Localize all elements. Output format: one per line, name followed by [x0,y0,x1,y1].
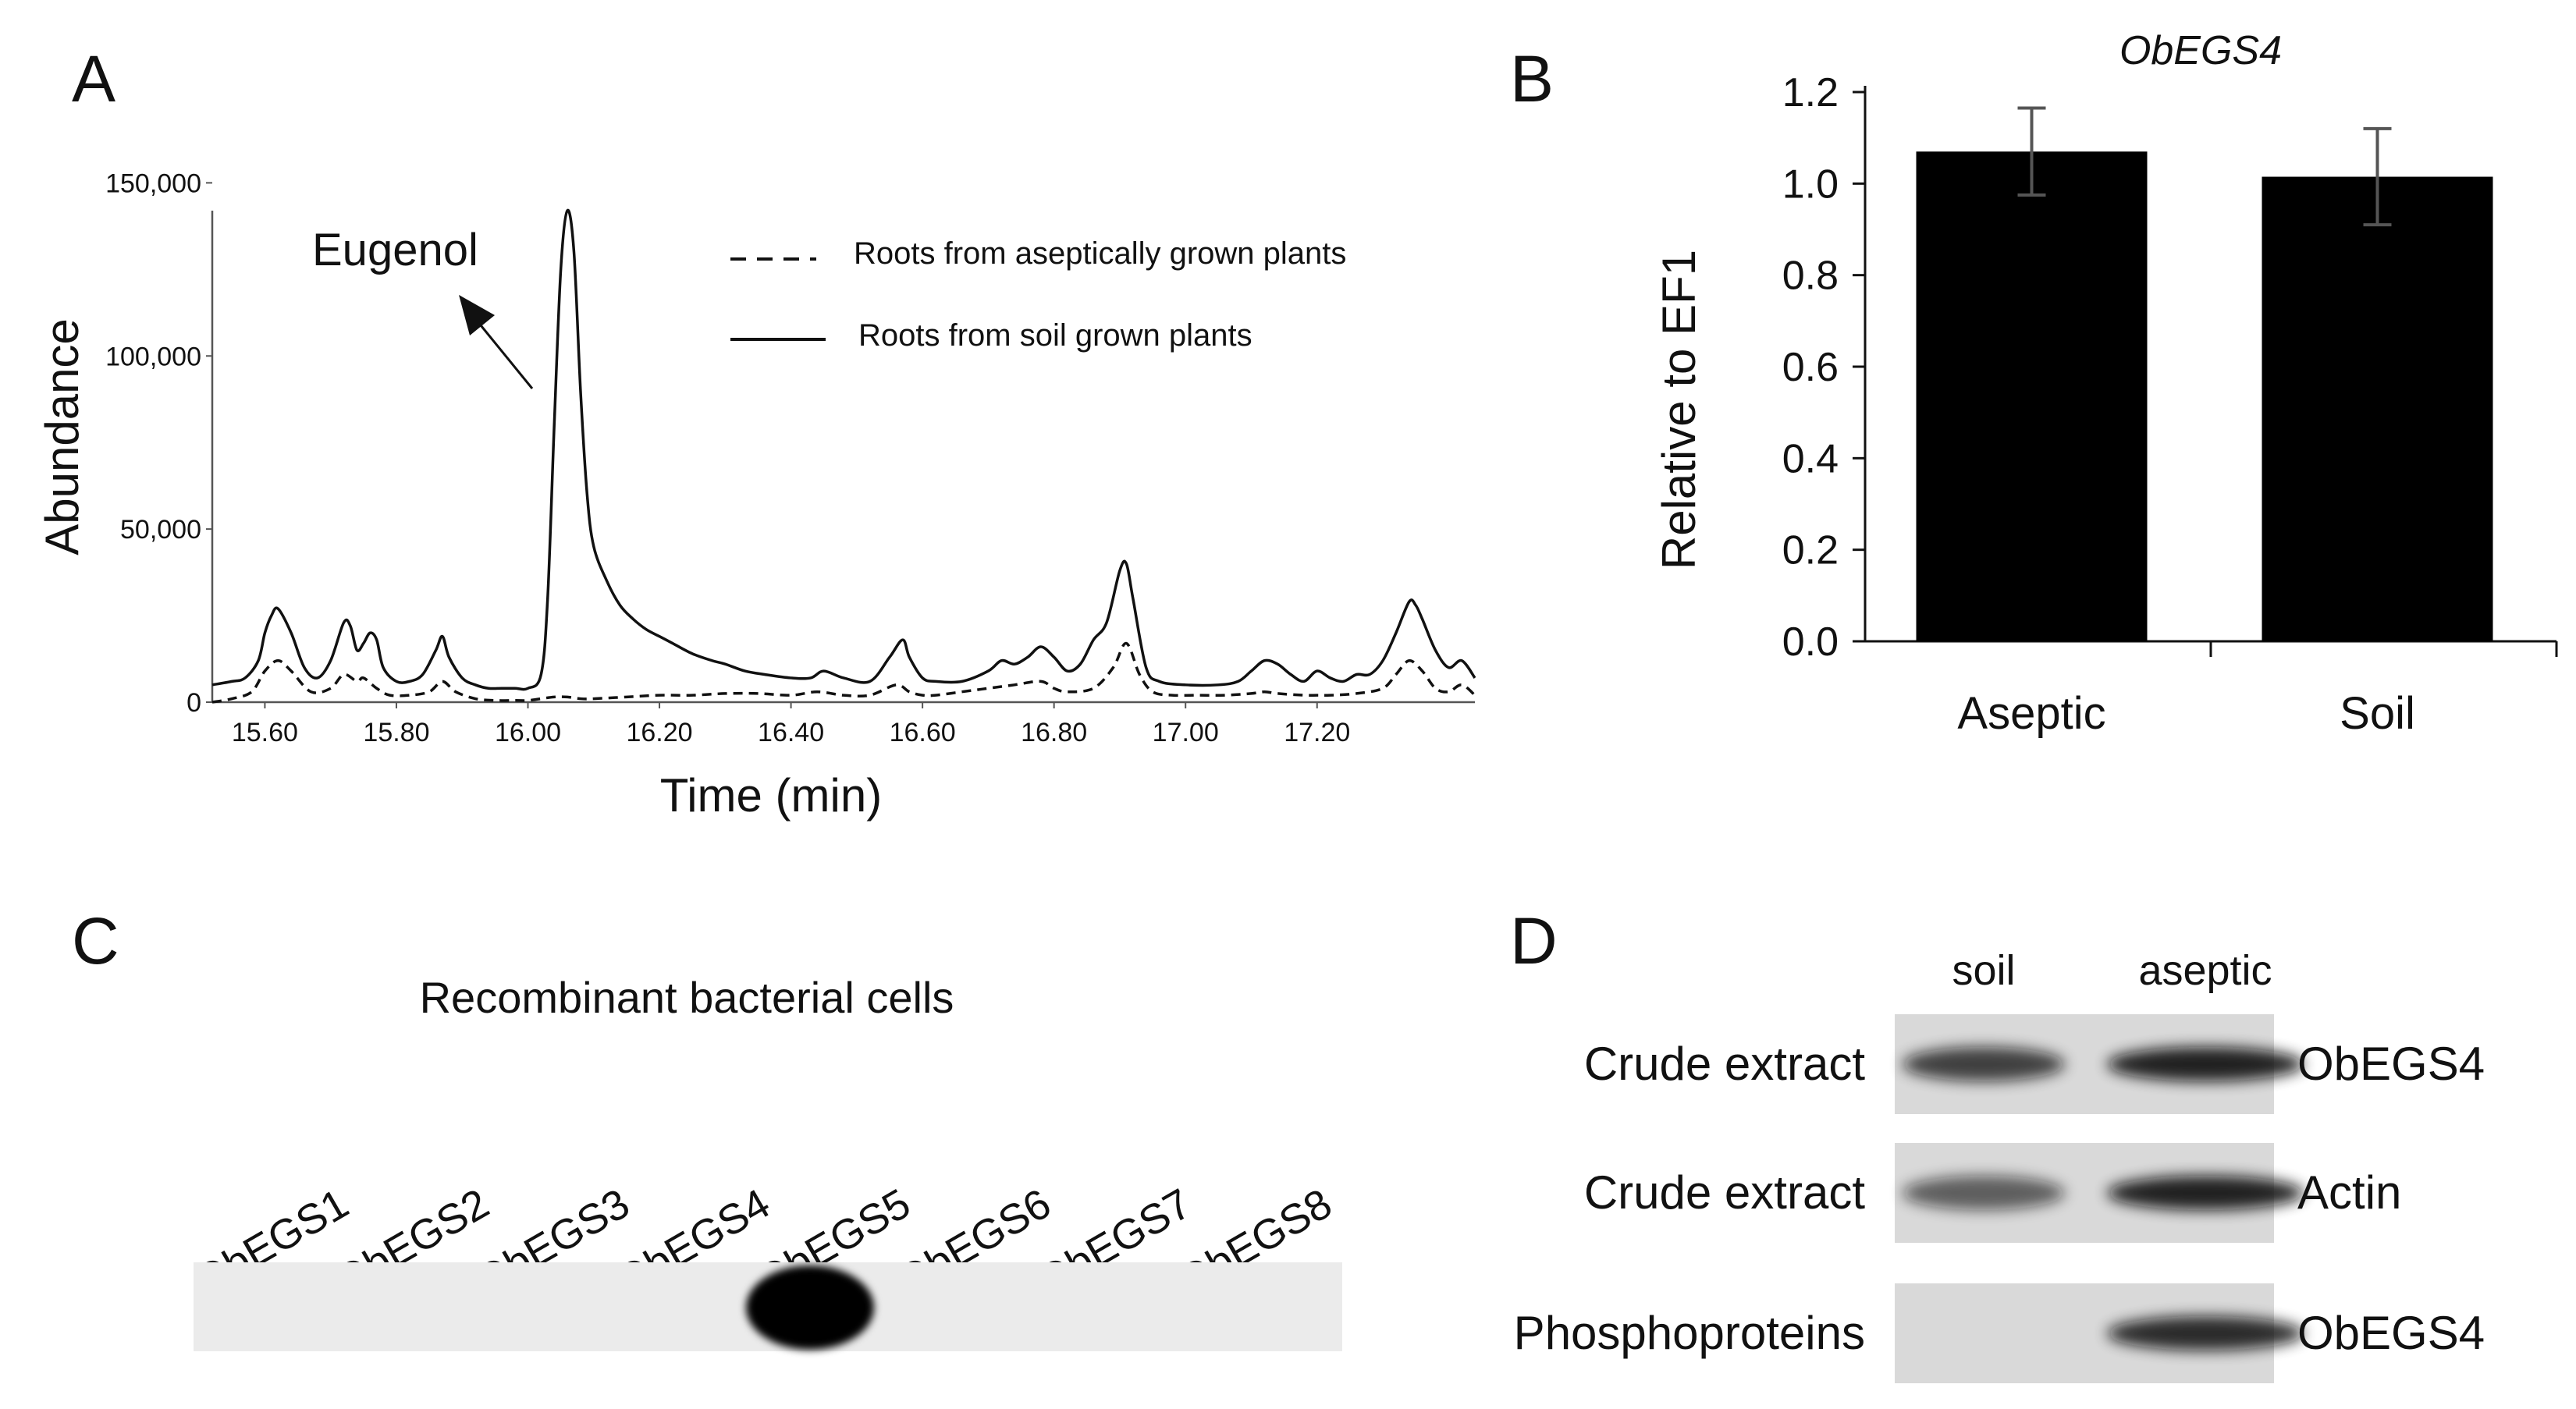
panel-d: D soil aseptic Crude extract ObEGS4Crude … [1510,904,2485,1383]
panel-letter-a: A [72,42,115,115]
x-tick-label: 16.00 [495,718,561,747]
y-tick-label: 0 [187,688,201,718]
blot-band [746,1265,874,1350]
blot-band-label: ObEGS4 [2297,1307,2485,1359]
panel-letter-b: B [1510,42,1554,115]
blot-band [1903,1176,2065,1210]
bar-y-tick-label: 0.4 [1782,436,1839,481]
chromatogram-legend: Roots from aseptically grown plants Root… [730,236,1346,353]
x-tick-label: 16.40 [758,718,824,747]
eugenol-arrow-head [459,295,495,335]
blot-band [2107,1047,2304,1081]
y-tick-label: 150,000 [105,169,201,198]
panel-c: C Recombinant bacterial cells ObEGS1ObEG… [72,904,1342,1351]
bar-y-tick-label: 0.8 [1782,254,1839,299]
blot-band [2107,1176,2304,1210]
y-tick-label: 100,000 [105,342,201,371]
blot-row-label: Crude extract [1584,1038,1865,1090]
chromatogram-x-ticks: 15.60 15.80 16.00 16.20 16.40 16.60 16.80 17.00… [232,702,1350,747]
x-tick-label: 15.60 [232,718,298,747]
legend-soil-label: Roots from soil grown plants [858,318,1252,353]
legend-aseptic-label: Roots from aseptically grown plants [854,236,1346,271]
bar-y-title: Relative to EF1 [1653,250,1705,570]
blot-band [1903,1047,2065,1081]
bar-y-tick-label: 0.0 [1782,619,1839,665]
blot-c-bands [746,1265,874,1350]
bar-category-label: Soil [2340,688,2415,739]
bar-chart-title: ObEGS4 [2119,28,2282,73]
chromatogram-y-title: Abundance [36,318,88,555]
blot-d-col-soil: soil [1952,947,2015,994]
x-tick-label: 17.00 [1153,718,1219,747]
blot-d-rows: Crude extract ObEGS4 Crude extract Actin Pho… [1514,1014,2485,1383]
x-tick-label: 15.80 [363,718,429,747]
x-tick-label: 17.20 [1284,718,1350,747]
chromatogram-x-title: Time (min) [660,769,882,822]
y-tick-label: 50,000 [120,515,201,545]
blot-band [2107,1316,2304,1350]
x-tick-label: 16.80 [1021,718,1087,747]
x-tick-label: 16.60 [890,718,956,747]
series-aseptic-line [211,641,1476,704]
blot-row-label: Phosphoproteins [1514,1307,1865,1359]
bar-aseptic [1916,151,2148,641]
bar-y-tick-label: 0.6 [1782,345,1839,390]
chromatogram-y-ticks: 0 50,000 100,000 150,000 [105,169,212,718]
blot-d-col-aseptic: aseptic [2138,947,2272,994]
eugenol-arrow-line [476,321,534,389]
blot-band-label: ObEGS4 [2297,1038,2485,1090]
series-soil-line [211,208,1476,691]
blot-c-title: Recombinant bacterial cells [420,973,954,1022]
panel-b: B ObEGS4 0.0 0.2 0.4 0.6 0.8 1.0 1.2 Aseptic So… [1510,28,2558,739]
bar-soil [2262,176,2493,642]
bar-y-ticks: 0.0 0.2 0.4 0.6 0.8 1.0 1.2 [1782,70,1865,665]
panel-letter-c: C [72,904,119,978]
blot-row-label: Crude extract [1584,1166,1865,1219]
panel-letter-d: D [1510,904,1558,978]
eugenol-annotation: Eugenol [312,225,478,275]
bar-series: Aseptic Soil [1916,106,2558,739]
x-tick-label: 16.20 [626,718,692,747]
bar-category-label: Aseptic [1957,688,2105,739]
bar-y-tick-label: 1.2 [1782,70,1839,115]
bar-y-tick-label: 0.2 [1782,528,1839,573]
bar-y-tick-label: 1.0 [1782,161,1839,207]
blot-band-label: Actin [2297,1166,2401,1219]
